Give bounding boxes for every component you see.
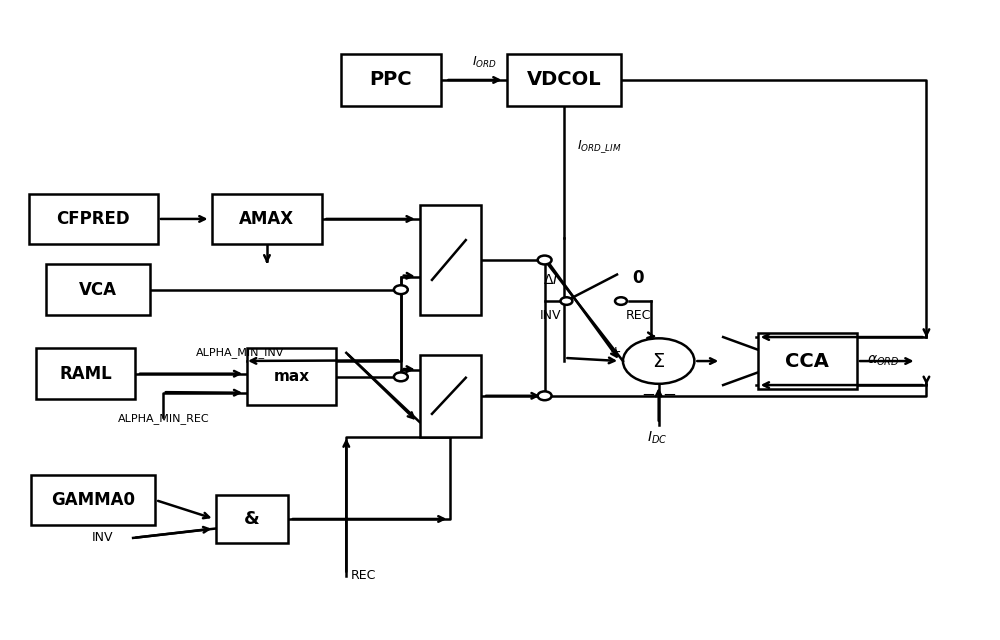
Text: RAML: RAML (59, 365, 112, 383)
Text: $\alpha_{ORD}$: $\alpha_{ORD}$ (867, 354, 900, 368)
Circle shape (394, 285, 408, 294)
FancyBboxPatch shape (758, 333, 857, 390)
Text: AMAX: AMAX (239, 210, 295, 228)
FancyBboxPatch shape (36, 348, 135, 399)
Text: +: + (610, 345, 621, 359)
Circle shape (538, 392, 552, 400)
Circle shape (394, 372, 408, 381)
Text: ALPHA_MIN_REC: ALPHA_MIN_REC (118, 413, 210, 424)
FancyBboxPatch shape (247, 348, 336, 405)
FancyBboxPatch shape (212, 194, 322, 244)
Text: $\mathbf{0}$: $\mathbf{0}$ (632, 269, 645, 287)
Text: $I_{ORD}$: $I_{ORD}$ (472, 56, 497, 70)
Text: −: − (662, 386, 676, 404)
Circle shape (560, 297, 572, 305)
Text: REC: REC (626, 308, 652, 322)
Circle shape (538, 255, 552, 264)
FancyBboxPatch shape (46, 264, 150, 315)
FancyBboxPatch shape (29, 194, 158, 244)
Circle shape (615, 297, 627, 305)
Text: −: − (641, 386, 655, 404)
Text: CCA: CCA (785, 351, 829, 371)
FancyBboxPatch shape (507, 54, 621, 106)
Text: INV: INV (540, 308, 561, 322)
Text: $I_{DC}$: $I_{DC}$ (647, 430, 667, 446)
FancyBboxPatch shape (216, 495, 288, 543)
Text: VDCOL: VDCOL (527, 70, 602, 90)
Text: ALPHA_MIN_INV: ALPHA_MIN_INV (196, 348, 284, 358)
Text: REC: REC (351, 570, 377, 582)
Text: GAMMA0: GAMMA0 (51, 491, 135, 509)
Text: &: & (244, 510, 260, 528)
Text: $\Sigma$: $\Sigma$ (652, 351, 665, 371)
FancyBboxPatch shape (341, 54, 441, 106)
Text: max: max (274, 369, 310, 385)
FancyBboxPatch shape (420, 205, 481, 316)
Text: INV: INV (91, 531, 113, 545)
FancyBboxPatch shape (31, 475, 155, 525)
Text: $I_{ORD\_LIM}$: $I_{ORD\_LIM}$ (577, 138, 622, 155)
Text: PPC: PPC (370, 70, 412, 90)
Text: VCA: VCA (79, 281, 117, 299)
FancyBboxPatch shape (420, 355, 481, 437)
Text: $\Delta I$: $\Delta I$ (543, 273, 558, 287)
Text: CFPRED: CFPRED (57, 210, 130, 228)
